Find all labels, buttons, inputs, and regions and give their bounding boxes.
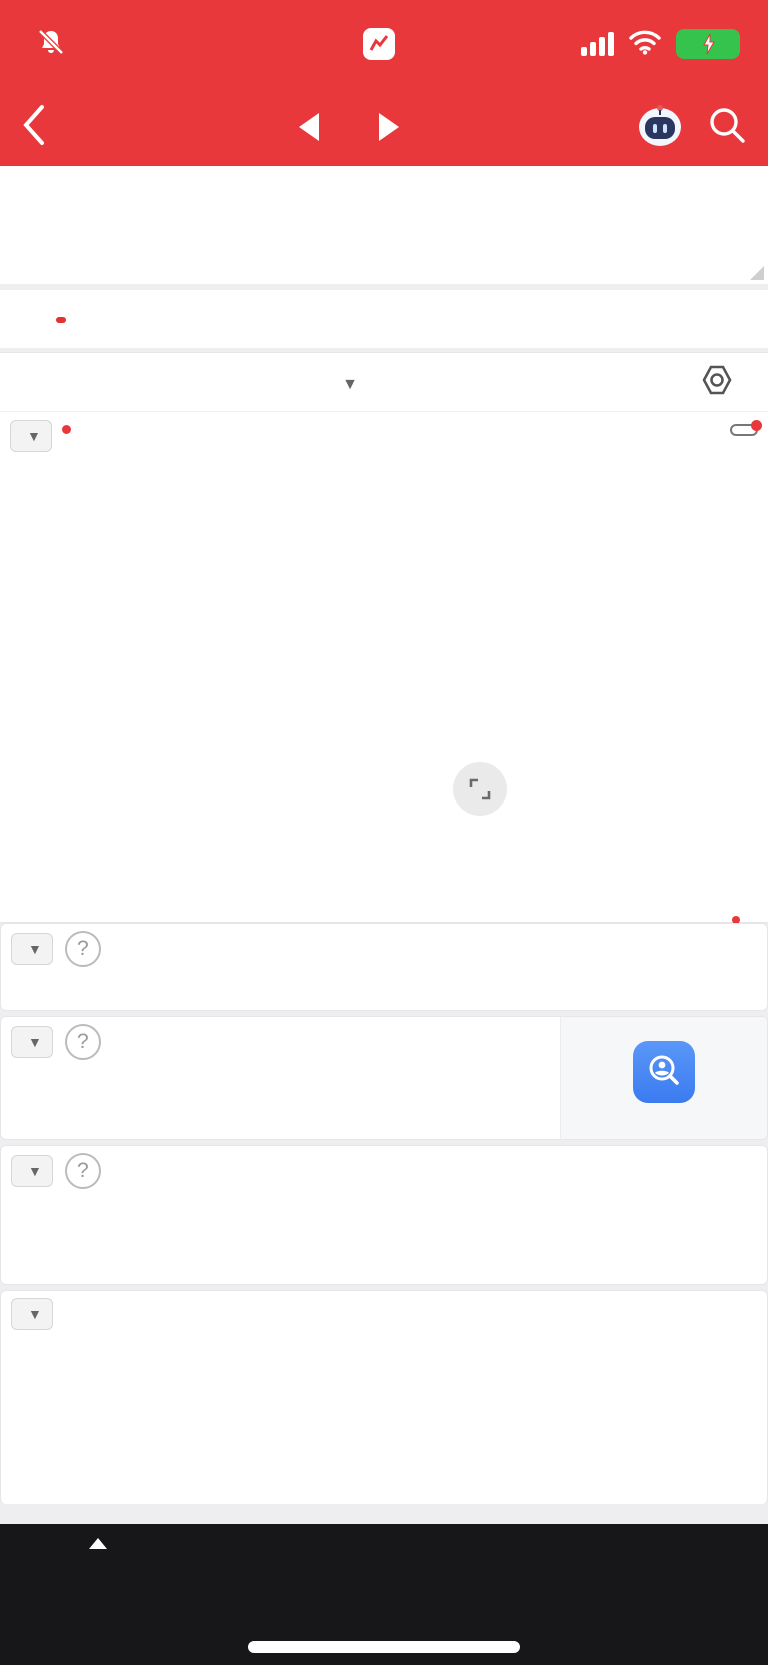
- ths-express-logo: [18, 311, 104, 328]
- help-icon[interactable]: ?: [64, 931, 101, 967]
- chouma-button[interactable]: [730, 420, 762, 436]
- macd-panel: ▼ ?: [0, 923, 768, 1011]
- logo-line1: [56, 316, 66, 323]
- latest-date-dot: [732, 916, 740, 924]
- help-icon[interactable]: ?: [64, 1153, 101, 1189]
- app-pill: [363, 28, 405, 60]
- back-button[interactable]: [20, 103, 80, 152]
- app-header: [0, 88, 768, 166]
- index-quote[interactable]: [0, 1538, 195, 1553]
- main-chart[interactable]: [0, 456, 768, 868]
- expand-corner-icon[interactable]: [750, 266, 764, 280]
- bullbear-panel: ▼ ?: [0, 1016, 768, 1140]
- quote-grid: [261, 178, 746, 276]
- volume-dropdown[interactable]: ▼: [11, 1298, 53, 1330]
- assistant-robot-icon[interactable]: [634, 99, 686, 156]
- main-chart-svg: [0, 456, 768, 868]
- signal-icon: [581, 32, 614, 56]
- news-bar[interactable]: [0, 290, 768, 348]
- ma-dropdown[interactable]: ▼: [10, 420, 52, 452]
- ths-app-icon: [363, 28, 395, 60]
- volume-panel: ▼: [0, 1290, 768, 1504]
- status-bar: [0, 0, 768, 88]
- quote-panel: [0, 166, 768, 284]
- period-tabs: ▼: [0, 353, 768, 412]
- search-icon[interactable]: [706, 104, 748, 151]
- x-axis-labels: [0, 886, 768, 924]
- tab-more[interactable]: ▼: [342, 376, 358, 393]
- chart-settings-icon[interactable]: [682, 362, 752, 403]
- kdj-dropdown[interactable]: ▼: [11, 1155, 53, 1187]
- wifi-icon: [628, 29, 662, 60]
- prev-stock-button[interactable]: [299, 113, 319, 141]
- decision-assistant-promo[interactable]: [560, 1017, 767, 1139]
- ma-values: [61, 420, 714, 451]
- index-up-arrow-icon: [88, 1538, 107, 1549]
- help-icon[interactable]: ?: [64, 1024, 101, 1060]
- decision-assistant-icon: [633, 1041, 695, 1103]
- battery-icon: [676, 29, 740, 59]
- chart-scrollbar[interactable]: [0, 868, 768, 886]
- bullbear-dropdown[interactable]: ▼: [11, 1026, 53, 1058]
- ma-toolbar: ▼: [0, 412, 768, 456]
- bottom-nav: [0, 1524, 768, 1665]
- kdj-panel: ▼ ?: [0, 1145, 768, 1285]
- mute-bell-icon: [36, 27, 66, 62]
- macd-dropdown[interactable]: ▼: [11, 933, 53, 965]
- chart-card: ▼ ▼: [0, 352, 768, 924]
- fullscreen-button[interactable]: [453, 762, 507, 816]
- home-indicator: [248, 1641, 520, 1653]
- next-stock-button[interactable]: [379, 113, 399, 141]
